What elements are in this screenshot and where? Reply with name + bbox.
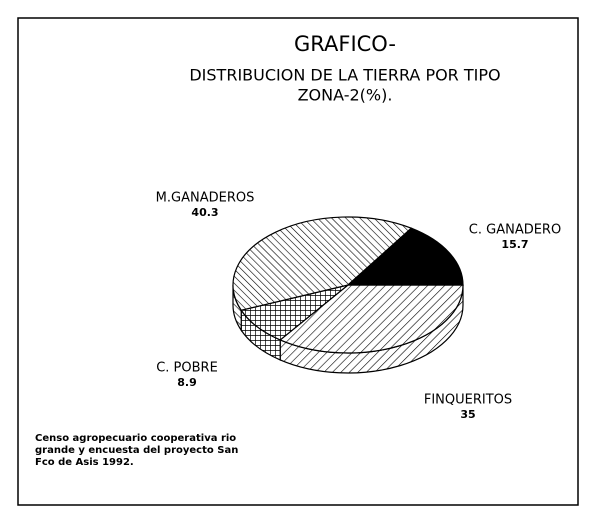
slice-value: 8.9 (177, 376, 197, 389)
chart-subtitle: DISTRIBUCION DE LA TIERRA POR TIPO (189, 66, 500, 85)
slice (346, 227, 464, 286)
slice-label: FINQUERITOS (424, 393, 512, 408)
slice-label: M.GANADEROS (156, 191, 255, 206)
frame (17, 17, 579, 506)
source-note: grande y encuesta del proyecto San (35, 445, 238, 456)
source-note: Censo agropecuario cooperativa rio (35, 433, 236, 444)
chart-subtitle: ZONA-2(%). (298, 86, 393, 105)
slice-value: 15.7 (501, 238, 528, 251)
source-note: Fco de Asis 1992. (35, 457, 134, 468)
slice (232, 216, 413, 311)
slice-value: 35 (460, 408, 475, 421)
slice-value: 40.3 (191, 206, 218, 219)
slice-label: C. GANADERO (469, 223, 561, 238)
chart-title: GRAFICO- (294, 32, 396, 56)
slice (279, 284, 464, 354)
slice-label: C. POBRE (156, 361, 218, 376)
